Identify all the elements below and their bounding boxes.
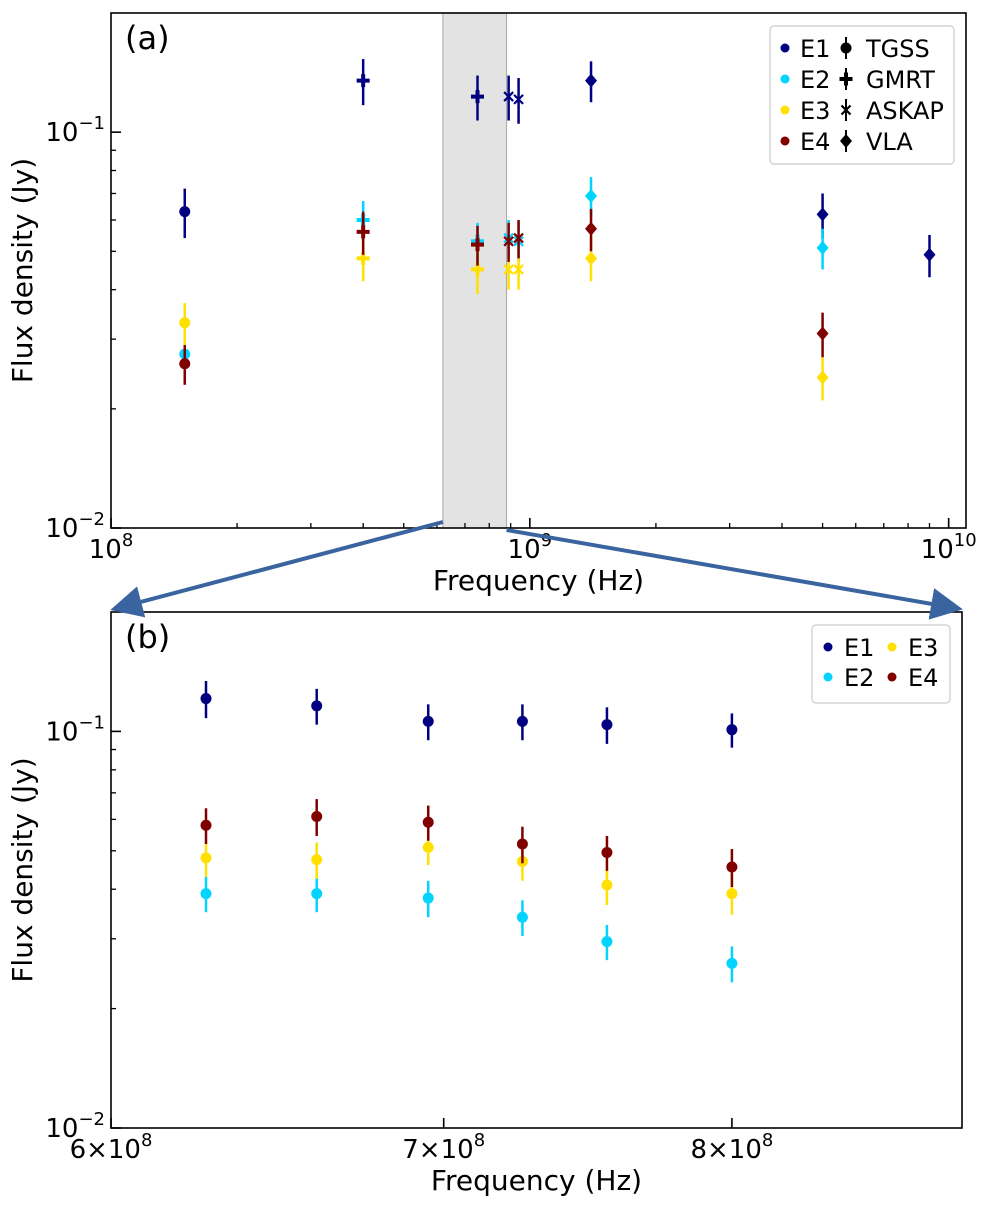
point-E1 [585, 73, 598, 88]
point-E3 [200, 852, 212, 864]
point-E1 [356, 74, 370, 88]
legend-a: E1 E2 E3 E4 TGSS GMRT ASKAP VLA [769, 25, 955, 165]
legend-label-tgss: TGSS [865, 35, 930, 63]
x-tick-label: 6×108 [70, 1130, 153, 1165]
x-tick-label: 7×108 [402, 1130, 485, 1165]
legend-marker-gmrt [839, 72, 853, 86]
legend-label-E1: E1 [844, 634, 874, 662]
zoom-arrow-left [110, 520, 444, 618]
legend-label-E4: E4 [800, 128, 830, 156]
point-E2 [516, 911, 528, 923]
point-E2 [816, 240, 829, 255]
legend-marker-E2 [780, 74, 790, 84]
point-E4 [601, 847, 613, 859]
point-E1 [471, 90, 485, 104]
legend-marker-tgss [840, 42, 852, 54]
legend-marker-askap [840, 104, 852, 116]
point-E1 [503, 91, 514, 102]
point-E4 [471, 238, 485, 252]
legend-label-askap: ASKAP [866, 97, 944, 125]
y-tick-label: 10−1 [45, 712, 105, 747]
zoom-arrow-right [506, 528, 963, 620]
point-E1 [726, 724, 738, 736]
point-E4 [503, 236, 514, 247]
panel-label: (b) [125, 618, 170, 656]
legend-label-E3: E3 [800, 97, 830, 125]
panel-label: (a) [125, 19, 170, 57]
legend-marker-E4 [887, 672, 897, 682]
point-E4 [585, 221, 598, 236]
panel-b: 10−2 10−1 6×108 7×108 8×108 (b) Frequency (Hz)… [6, 611, 963, 1197]
legend-b: E1 E3 E2 E4 [811, 624, 951, 704]
point-E2 [200, 888, 212, 900]
point-E4 [816, 326, 829, 341]
legend-marker-E3 [780, 105, 790, 115]
point-E3 [179, 317, 191, 329]
point-E1 [923, 247, 936, 262]
legend-label-E4: E4 [908, 664, 938, 692]
legend-marker-vla [840, 134, 852, 148]
legend-label-E2: E2 [800, 66, 830, 94]
point-E1 [311, 700, 323, 712]
legend-label-gmrt: GMRT [866, 66, 935, 94]
point-E2 [422, 892, 434, 904]
y-axis-label: Flux density (Jy) [6, 757, 39, 982]
point-E2 [311, 888, 323, 900]
legend-marker-E2 [823, 672, 833, 682]
point-E4 [513, 232, 524, 244]
legend-label-E3: E3 [908, 634, 938, 662]
legend-marker-E3 [887, 642, 897, 652]
y-tick-label: 10−2 [45, 1109, 105, 1144]
point-E2 [585, 188, 598, 203]
legend-label-E1: E1 [800, 35, 830, 63]
point-E1 [816, 207, 829, 222]
point-E4 [356, 225, 370, 239]
point-E4 [311, 811, 323, 823]
legend-box [811, 624, 951, 704]
point-E1 [179, 206, 191, 218]
panel-a: 10−2 10−1 108 109 1010 (a) Frequency (Hz) Flux … [6, 12, 977, 597]
x-axis-label: Frequency (Hz) [431, 1164, 642, 1197]
y-tick-label: 10−1 [45, 113, 105, 148]
point-E2 [601, 936, 613, 948]
legend-marker-E4 [780, 136, 790, 146]
x-tick-label: 108 [89, 530, 134, 565]
point-E1 [516, 715, 528, 727]
plot-frame [110, 611, 963, 1129]
x-axis-label: Frequency (Hz) [433, 564, 644, 597]
point-E3 [726, 888, 738, 900]
point-E3 [311, 854, 323, 866]
x-tick-label: 109 [508, 530, 553, 565]
point-E1 [422, 715, 434, 727]
point-E1 [200, 693, 212, 705]
zoom-arrows [110, 520, 963, 620]
legend-label-E2: E2 [844, 664, 874, 692]
point-E3 [601, 879, 613, 891]
point-E2 [726, 957, 738, 969]
point-E4 [516, 838, 528, 850]
y-tick-label: 10−2 [45, 509, 105, 544]
y-axis-label: Flux density (Jy) [6, 158, 39, 383]
x-tick-label: 1010 [921, 530, 977, 565]
legend-box [769, 25, 955, 165]
x-tick-label: 8×108 [690, 1130, 773, 1165]
point-E1 [513, 94, 524, 105]
legend-marker-E1 [823, 642, 833, 652]
point-E3 [816, 370, 829, 385]
point-E4 [200, 819, 212, 831]
point-E3 [513, 264, 524, 275]
point-E3 [503, 264, 514, 275]
legend-label-vla: VLA [866, 128, 913, 156]
plot-frame [110, 12, 967, 529]
point-E3 [585, 251, 598, 266]
point-E4 [726, 861, 738, 873]
point-E3 [422, 841, 434, 853]
point-E4 [179, 358, 191, 370]
point-E1 [601, 719, 613, 731]
legend-marker-E1 [780, 43, 790, 53]
point-E4 [422, 816, 434, 828]
